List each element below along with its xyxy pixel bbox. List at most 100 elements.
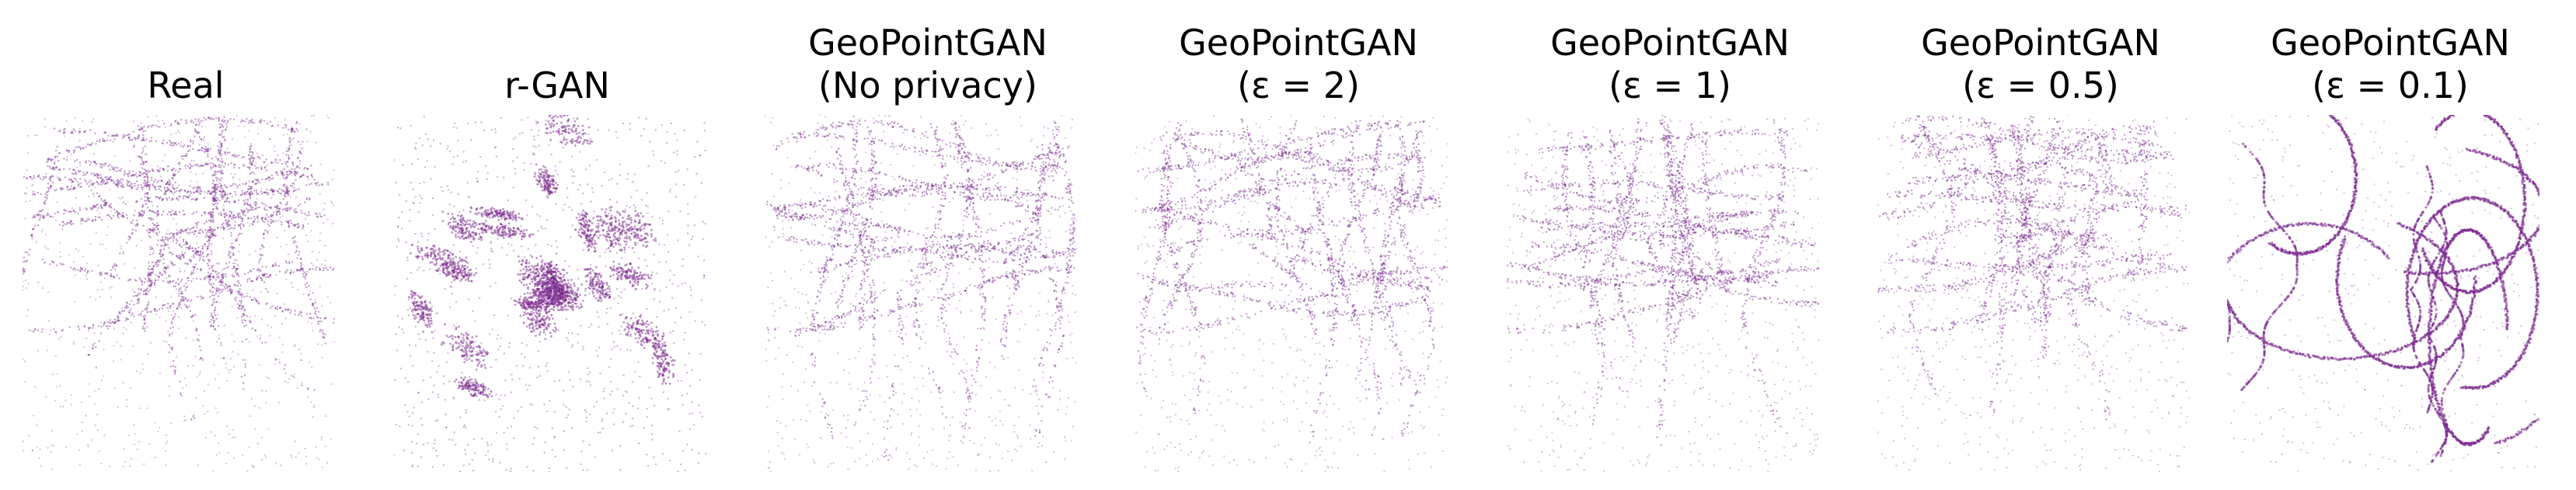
scatter-point xyxy=(185,241,188,244)
scatter-point xyxy=(451,266,453,269)
scatter-point xyxy=(142,182,145,184)
scatter-point xyxy=(136,223,138,225)
scatter-point xyxy=(632,312,634,315)
scatter-point xyxy=(214,200,216,202)
scatter-point xyxy=(208,191,211,193)
scatter-point xyxy=(198,259,201,262)
scatter-point xyxy=(293,130,296,133)
scatter-point xyxy=(130,175,132,177)
scatter-point xyxy=(302,173,305,175)
scatter-point xyxy=(535,325,537,328)
scatter-point xyxy=(129,387,132,389)
scatter-point xyxy=(658,301,661,303)
scatter-point xyxy=(106,139,109,141)
scatter-point xyxy=(164,193,167,196)
scatter-point xyxy=(249,162,252,165)
scatter-point xyxy=(129,159,131,162)
scatter-point xyxy=(183,300,185,302)
scatter-point xyxy=(156,274,159,277)
scatter-point xyxy=(232,217,235,219)
scatter-point xyxy=(293,224,295,228)
scatter-point xyxy=(255,299,258,302)
scatter-point xyxy=(141,203,145,206)
scatter-point xyxy=(51,158,54,161)
scatter-point xyxy=(155,314,158,316)
scatter-point xyxy=(668,460,671,462)
scatter-point xyxy=(231,248,233,250)
scatter-point xyxy=(235,155,238,158)
scatter-point xyxy=(99,177,102,179)
scatter-point xyxy=(556,186,558,189)
scatter-point xyxy=(165,183,167,186)
scatter-point xyxy=(53,169,56,171)
scatter-point xyxy=(193,314,197,316)
scatter-point xyxy=(196,224,198,226)
scatter-point xyxy=(588,413,591,415)
scatter-point xyxy=(183,252,186,255)
scatter-point xyxy=(299,258,302,261)
scatter-point xyxy=(676,139,678,141)
scatter-point xyxy=(109,139,112,141)
scatter-point xyxy=(210,315,213,317)
scatter-point xyxy=(209,276,211,278)
scatter-point xyxy=(251,280,253,283)
scatter-point xyxy=(332,204,335,207)
scatter-point xyxy=(89,207,92,210)
scatter-point xyxy=(43,201,45,203)
scatter-point xyxy=(119,179,121,182)
scatter-point xyxy=(106,179,109,181)
scatter-point xyxy=(312,415,314,419)
scatter-point xyxy=(538,144,540,147)
scatter-point xyxy=(285,176,288,179)
scatter-point xyxy=(284,173,286,175)
scatter-point xyxy=(296,246,298,249)
scatter-point xyxy=(319,330,321,332)
scatter-point xyxy=(242,210,244,213)
scatter-point xyxy=(54,189,56,192)
scatter-point xyxy=(653,405,656,407)
scatter-point xyxy=(185,337,187,339)
scatter-point xyxy=(167,275,170,277)
scatter-point xyxy=(185,287,187,289)
scatter-point xyxy=(224,139,226,141)
scatter-point xyxy=(183,155,186,157)
scatter-point xyxy=(225,380,228,382)
scatter-point xyxy=(200,164,203,167)
scatter-point xyxy=(250,186,253,188)
scatter-point xyxy=(65,120,68,122)
scatter-point xyxy=(180,155,183,158)
scatter-point xyxy=(512,186,515,189)
scatter-point xyxy=(231,184,233,186)
scatter-point xyxy=(178,123,181,125)
scatter-point xyxy=(222,357,225,360)
scatter-point xyxy=(26,176,28,179)
scatter-point xyxy=(223,268,225,270)
scatter-point xyxy=(258,259,261,262)
scatter-point xyxy=(597,129,599,131)
scatter-point xyxy=(87,329,90,332)
scatter-point xyxy=(167,165,169,168)
scatter-point xyxy=(246,222,249,224)
scatter-point xyxy=(567,414,570,416)
scatter-point xyxy=(231,137,233,141)
scatter-point xyxy=(104,272,106,274)
scatter-point xyxy=(210,212,212,214)
scatter-point xyxy=(141,156,143,158)
scatter-point xyxy=(669,279,671,281)
scatter-point xyxy=(148,253,152,255)
scatter-point xyxy=(182,195,185,197)
scatter-point xyxy=(461,371,463,374)
scatter-point xyxy=(138,134,140,137)
scatter-point xyxy=(226,285,228,288)
scatter-point xyxy=(253,173,256,175)
scatter-point xyxy=(273,211,275,214)
scatter-point xyxy=(305,235,308,237)
scatter-point xyxy=(132,219,134,221)
scatter-point xyxy=(242,125,246,127)
scatter-point xyxy=(162,168,165,170)
scatter-point xyxy=(424,321,427,324)
scatter-point xyxy=(203,259,205,262)
scatter-point xyxy=(224,161,226,163)
scatter-point xyxy=(541,171,544,173)
scatter-point xyxy=(562,146,564,149)
